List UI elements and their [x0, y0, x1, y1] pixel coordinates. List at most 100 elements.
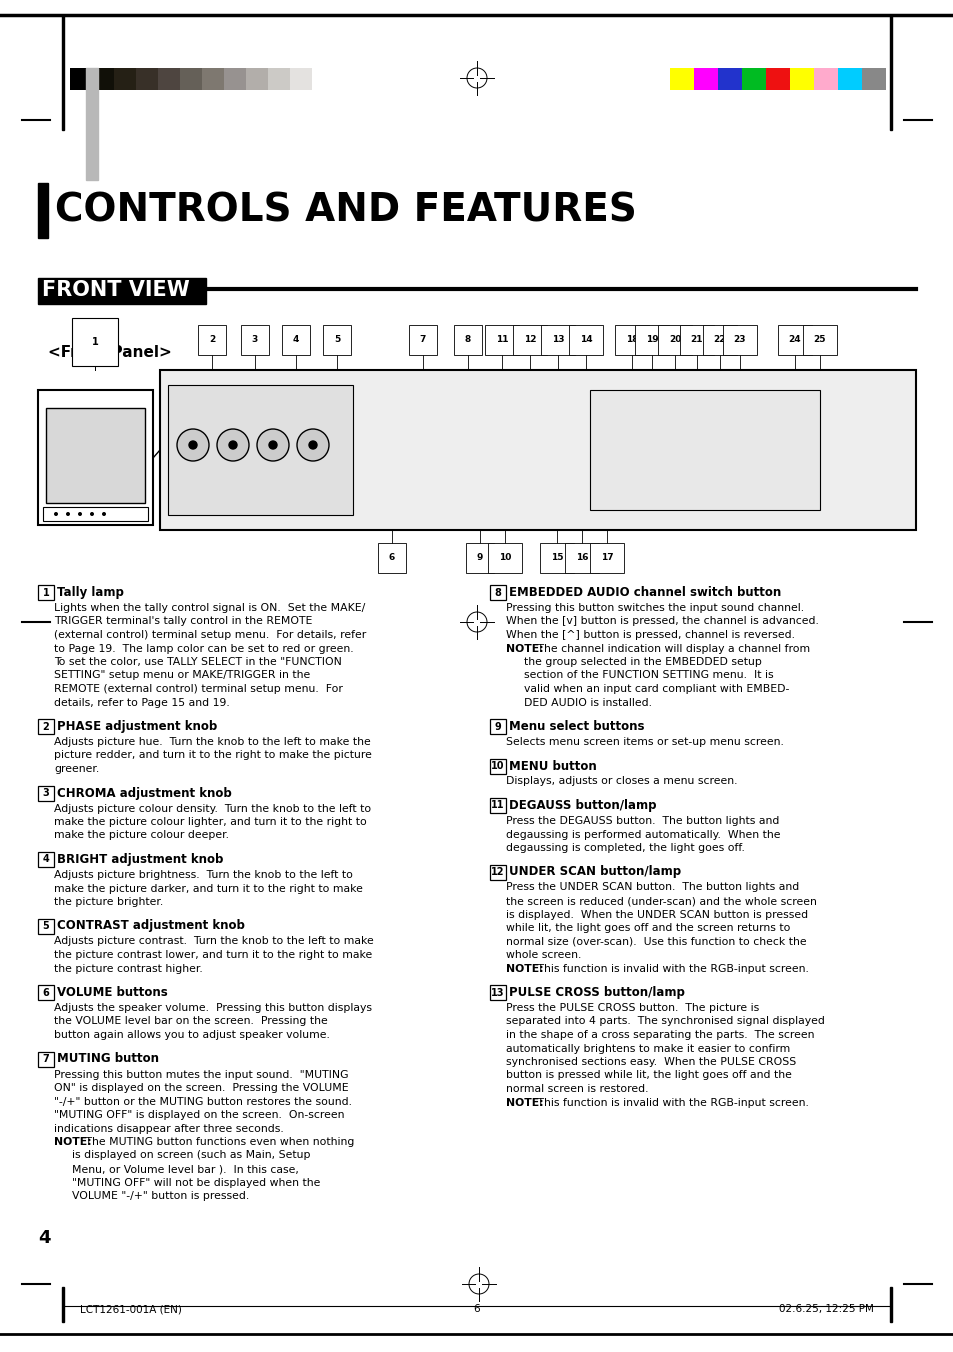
Text: MUTING button: MUTING button: [57, 1052, 159, 1065]
Bar: [789, 68, 813, 91]
Text: SETTING" setup menu or MAKE/TRIGGER in the: SETTING" setup menu or MAKE/TRIGGER in t…: [54, 671, 310, 680]
Bar: [718, 68, 741, 91]
Text: "MUTING OFF" will not be displayed when the: "MUTING OFF" will not be displayed when …: [71, 1178, 320, 1187]
Text: 20: 20: [668, 335, 680, 345]
Circle shape: [102, 512, 106, 516]
Bar: [490, 864, 505, 880]
Circle shape: [216, 429, 249, 461]
Circle shape: [66, 512, 70, 516]
Text: in the shape of a cross separating the parts.  The screen: in the shape of a cross separating the p…: [505, 1030, 814, 1040]
Text: The channel indication will display a channel from: The channel indication will display a ch…: [534, 644, 809, 653]
Text: while lit, the light goes off and the screen returns to: while lit, the light goes off and the sc…: [505, 923, 789, 933]
Text: 12: 12: [491, 867, 504, 877]
Circle shape: [296, 429, 329, 461]
Text: CONTROLS AND FEATURES: CONTROLS AND FEATURES: [55, 191, 637, 228]
Bar: [38, 719, 54, 734]
Text: PHASE adjustment knob: PHASE adjustment knob: [57, 721, 217, 733]
Bar: [490, 585, 505, 600]
Text: (external control) terminal setup menu.  For details, refer: (external control) terminal setup menu. …: [54, 630, 366, 639]
Bar: [38, 786, 54, 800]
Text: Adjusts picture contrast.  Turn the knob to the left to make: Adjusts picture contrast. Turn the knob …: [54, 937, 374, 946]
Bar: [202, 68, 224, 91]
Text: Displays, adjusts or closes a menu screen.: Displays, adjusts or closes a menu scree…: [505, 776, 737, 787]
Bar: [38, 986, 54, 1000]
Text: Menu, or Volume level bar ).  In this case,: Menu, or Volume level bar ). In this cas…: [71, 1164, 298, 1174]
Bar: [38, 585, 54, 600]
Text: 13: 13: [551, 335, 563, 345]
Text: the picture contrast higher.: the picture contrast higher.: [54, 964, 203, 973]
Bar: [669, 68, 693, 91]
Text: Pressing this button switches the input sound channel.: Pressing this button switches the input …: [505, 603, 803, 612]
Circle shape: [177, 429, 209, 461]
Text: NOTE:: NOTE:: [54, 1137, 91, 1146]
Text: Menu select buttons: Menu select buttons: [509, 721, 644, 733]
Text: 24: 24: [788, 335, 801, 345]
Text: 11: 11: [491, 800, 504, 810]
Circle shape: [189, 441, 196, 449]
Bar: [290, 68, 312, 91]
Text: 2: 2: [209, 335, 214, 345]
Text: 16: 16: [576, 553, 588, 562]
Text: 6: 6: [43, 987, 50, 998]
Circle shape: [256, 429, 289, 461]
Text: 10: 10: [498, 553, 511, 562]
Text: CONTRAST adjustment knob: CONTRAST adjustment knob: [57, 919, 245, 933]
Bar: [38, 918, 54, 933]
Text: 12: 12: [523, 335, 536, 345]
Text: synchronised sections easy.  When the PULSE CROSS: synchronised sections easy. When the PUL…: [505, 1057, 796, 1067]
Bar: [46, 408, 145, 503]
Text: DEGAUSS button/lamp: DEGAUSS button/lamp: [509, 799, 656, 813]
Text: FRONT VIEW: FRONT VIEW: [42, 280, 190, 300]
Bar: [765, 68, 789, 91]
Text: The MUTING button functions even when nothing: The MUTING button functions even when no…: [82, 1137, 354, 1146]
Text: EMBEDDED AUDIO channel switch button: EMBEDDED AUDIO channel switch button: [509, 585, 781, 599]
Text: PULSE CROSS button/lamp: PULSE CROSS button/lamp: [509, 986, 684, 999]
Text: 9: 9: [476, 553, 482, 562]
Text: picture redder, and turn it to the right to make the picture: picture redder, and turn it to the right…: [54, 750, 372, 760]
Text: 7: 7: [419, 335, 426, 345]
Text: 18: 18: [625, 335, 638, 345]
Text: 9: 9: [494, 722, 501, 731]
Text: 3: 3: [43, 788, 50, 798]
Text: <Front Panel>: <Front Panel>: [48, 345, 172, 360]
Text: LCT1261-001A (EN): LCT1261-001A (EN): [80, 1303, 182, 1314]
Text: automatically brightens to make it easier to confirm: automatically brightens to make it easie…: [505, 1044, 789, 1053]
Text: 8: 8: [494, 588, 501, 598]
Text: 4: 4: [38, 1229, 51, 1247]
Text: is displayed.  When the UNDER SCAN button is pressed: is displayed. When the UNDER SCAN button…: [505, 910, 807, 919]
Text: Adjusts picture colour density.  Turn the knob to the left to: Adjusts picture colour density. Turn the…: [54, 803, 371, 814]
Text: When the [v] button is pressed, the channel is advanced.: When the [v] button is pressed, the chan…: [505, 617, 818, 626]
Text: 7: 7: [43, 1055, 50, 1064]
Bar: [62, 15, 64, 130]
Circle shape: [269, 441, 276, 449]
Bar: [38, 183, 48, 238]
Text: degaussing is performed automatically.  When the: degaussing is performed automatically. W…: [505, 830, 780, 840]
Text: Press the UNDER SCAN button.  The button lights and: Press the UNDER SCAN button. The button …: [505, 883, 799, 892]
Text: "-/+" button or the MUTING button restores the sound.: "-/+" button or the MUTING button restor…: [54, 1096, 352, 1106]
Text: To set the color, use TALLY SELECT in the "FUNCTION: To set the color, use TALLY SELECT in th…: [54, 657, 341, 667]
Text: NOTE:: NOTE:: [505, 1098, 543, 1107]
Text: 23: 23: [733, 335, 745, 345]
Text: BRIGHT adjustment knob: BRIGHT adjustment knob: [57, 853, 223, 867]
Bar: [136, 68, 158, 91]
Text: CHROMA adjustment knob: CHROMA adjustment knob: [57, 787, 232, 799]
Text: is displayed on screen (such as Main, Setup: is displayed on screen (such as Main, Se…: [71, 1151, 310, 1160]
Text: 4: 4: [43, 854, 50, 864]
Text: 1: 1: [91, 337, 98, 347]
Bar: [38, 389, 152, 525]
Text: Pressing this button mutes the input sound.  "MUTING: Pressing this button mutes the input sou…: [54, 1069, 348, 1079]
Text: 6: 6: [389, 553, 395, 562]
Bar: [180, 68, 202, 91]
Text: 11: 11: [496, 335, 508, 345]
Bar: [113, 68, 136, 91]
Bar: [70, 68, 91, 91]
Text: This function is invalid with the RGB-input screen.: This function is invalid with the RGB-in…: [534, 964, 808, 973]
Text: 5: 5: [43, 921, 50, 932]
Text: valid when an input card compliant with EMBED-: valid when an input card compliant with …: [523, 684, 788, 694]
Text: make the picture darker, and turn it to the right to make: make the picture darker, and turn it to …: [54, 883, 362, 894]
Text: section of the FUNCTION SETTING menu.  It is: section of the FUNCTION SETTING menu. It…: [523, 671, 773, 680]
Bar: [224, 68, 246, 91]
Text: Press the PULSE CROSS button.  The picture is: Press the PULSE CROSS button. The pictur…: [505, 1003, 759, 1013]
Text: the group selected in the EMBEDDED setup: the group selected in the EMBEDDED setup: [523, 657, 761, 667]
Text: button again allows you to adjust speaker volume.: button again allows you to adjust speake…: [54, 1030, 330, 1040]
